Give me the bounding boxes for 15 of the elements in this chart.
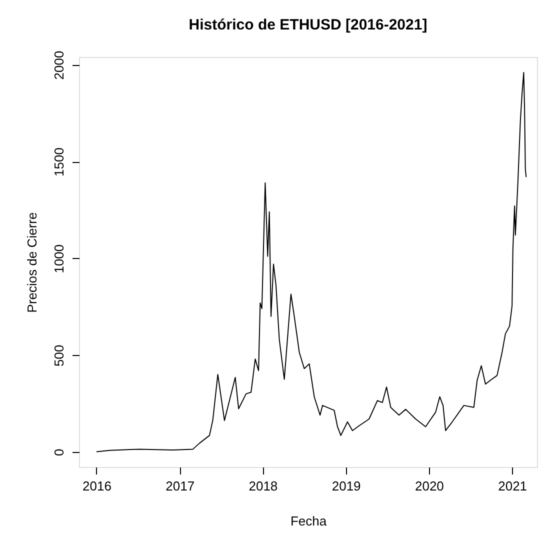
- y-tick-label: 0: [52, 448, 66, 456]
- x-tick-label: 2018: [248, 478, 278, 494]
- y-axis-title: Precios de Cierre: [24, 212, 40, 313]
- y-tick-label: 1500: [52, 148, 66, 176]
- x-tick-label: 2021: [498, 478, 528, 494]
- x-axis-title: Fecha: [290, 514, 328, 528]
- y-tick-label: 2000: [52, 50, 66, 80]
- line-series: [96, 72, 527, 452]
- chart-title: Histórico de ETHUSD [2016-2021]: [188, 16, 428, 34]
- x-tick-label: 2020: [414, 478, 444, 494]
- x-tick-label: 2019: [332, 478, 361, 494]
- y-tick-label: 500: [52, 344, 66, 366]
- x-tick-label: 2016: [82, 478, 112, 494]
- y-tick-label: 1000: [52, 244, 66, 274]
- x-tick-label: 2017: [166, 478, 195, 494]
